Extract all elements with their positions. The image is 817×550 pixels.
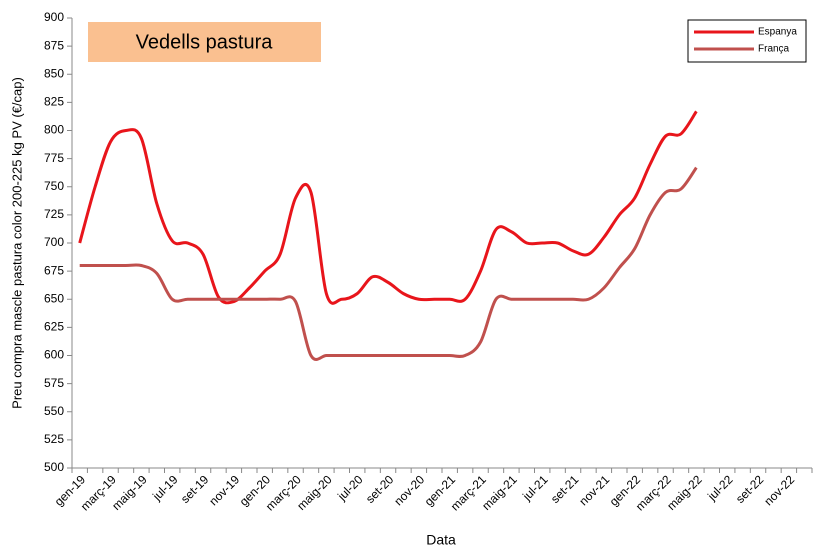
x-tick-label: jul-19 (149, 472, 181, 504)
annotation: Vedells pastura (136, 31, 274, 53)
annotation-box (88, 22, 321, 62)
y-tick-label: 750 (44, 179, 64, 193)
legend-label: França (758, 44, 790, 55)
y-tick-label: 900 (44, 10, 64, 24)
x-tick-label: nov-21 (576, 472, 612, 508)
y-axis-title: Preu compra mascle pastura color 200-225… (9, 77, 24, 409)
x-tick-label: nov-22 (761, 472, 797, 508)
x-tick-label: nov-19 (206, 472, 242, 508)
y-tick-label: 825 (44, 95, 64, 109)
x-tick-label: set-22 (733, 472, 767, 506)
y-tick-label: 575 (44, 376, 64, 390)
y-tick-label: 700 (44, 235, 64, 249)
x-tick-label: set-19 (178, 472, 212, 506)
x-tick-label: jul-22 (704, 472, 736, 504)
y-tick-label: 550 (44, 404, 64, 418)
y-tick-label: 875 (44, 38, 64, 52)
x-tick-label: jul-21 (519, 472, 551, 504)
y-tick-label: 800 (44, 123, 64, 137)
x-tick-label: nov-20 (391, 472, 427, 508)
series-line (79, 166, 698, 361)
series-line (78, 110, 698, 305)
y-tick-label: 775 (44, 151, 64, 165)
x-tick-label: maig-19 (109, 472, 150, 513)
x-tick-label: jul-20 (334, 472, 366, 504)
y-tick-label: 600 (44, 348, 64, 362)
y-tick-label: 850 (44, 66, 64, 80)
x-tick-label: set-20 (363, 472, 397, 506)
legend-label: Espanya (758, 27, 797, 38)
x-tick-label: maig-21 (479, 472, 520, 513)
y-tick-label: 625 (44, 320, 64, 334)
x-axis-title: Data (426, 532, 456, 548)
legend-box (687, 19, 807, 63)
y-tick-label: 525 (44, 432, 64, 446)
y-tick-label: 675 (44, 263, 64, 277)
y-tick-label: 725 (44, 207, 64, 221)
x-tick-label: maig-22 (664, 472, 705, 513)
y-tick-label: 500 (44, 460, 64, 474)
x-tick-label: set-21 (548, 472, 582, 506)
y-tick-label: 650 (44, 291, 64, 305)
x-tick-label: maig-20 (294, 472, 335, 513)
